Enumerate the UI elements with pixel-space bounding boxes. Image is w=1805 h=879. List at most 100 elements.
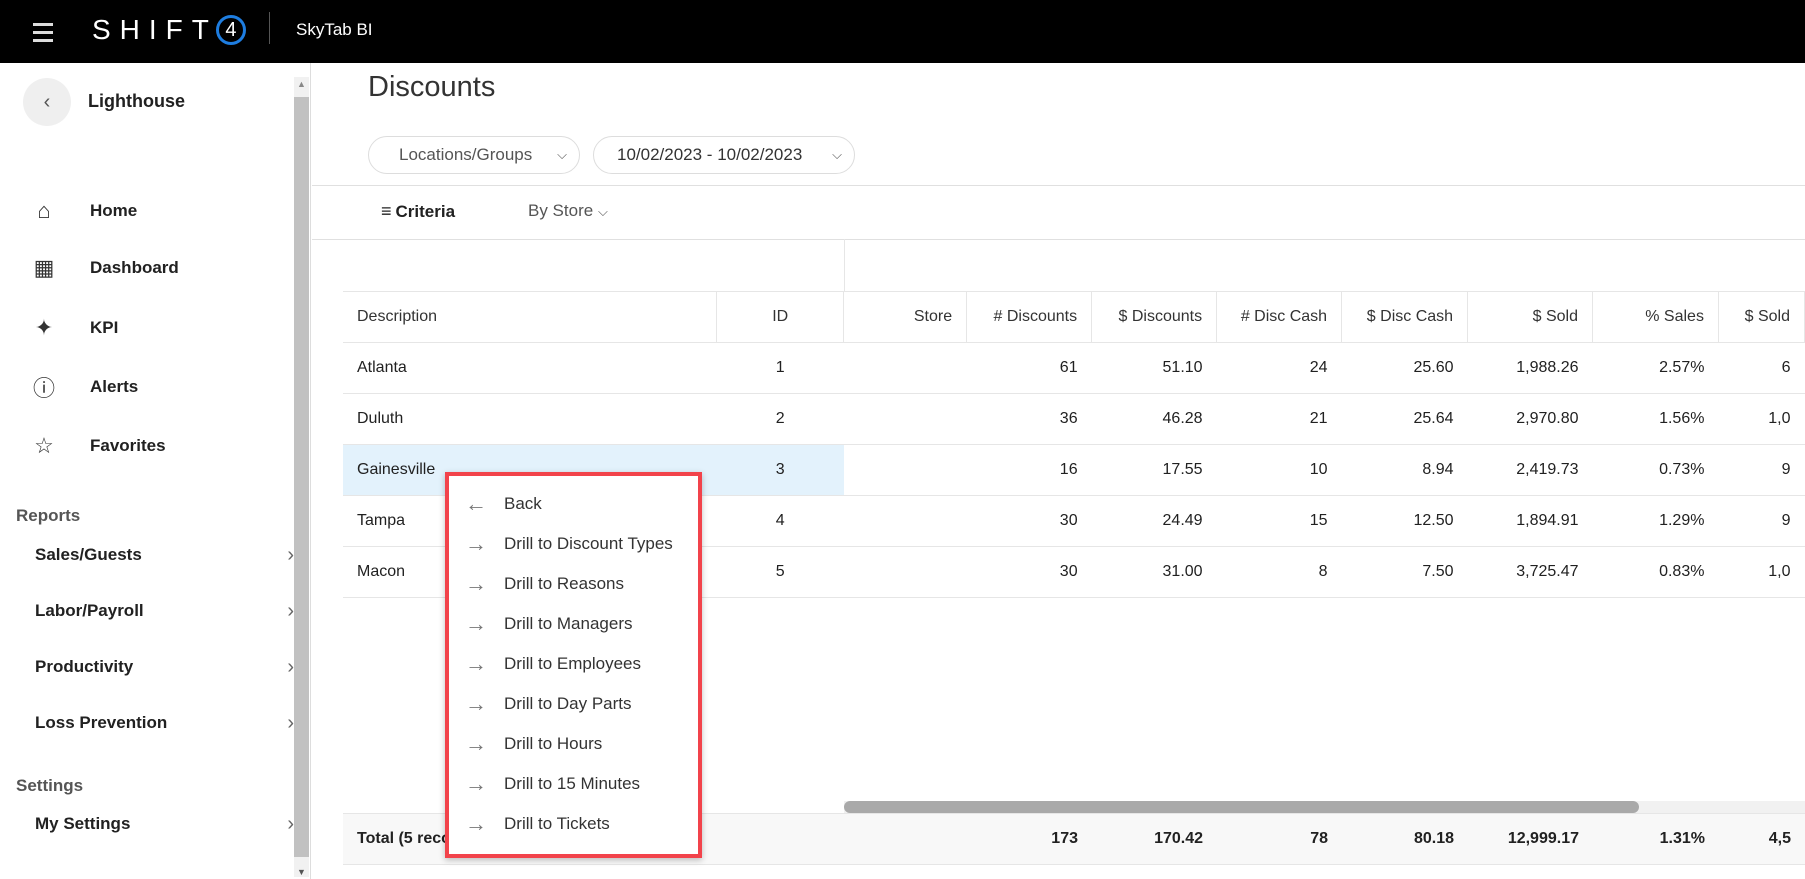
- cell-disc-cash: 21: [1216, 393, 1342, 445]
- total-sold: 12,999.17: [1468, 813, 1593, 865]
- scrollbar-thumb[interactable]: [844, 801, 1639, 813]
- cell-sold: 2,419.73: [1467, 444, 1593, 496]
- logo-text: SHIFT: [92, 14, 218, 45]
- alert-icon: ⓘ: [32, 376, 55, 401]
- sidebar-item-label: Alerts: [90, 377, 139, 396]
- total-store: [844, 813, 967, 865]
- data-grid: Description ID Store # Discounts $ Discounts…: [343, 239, 1805, 819]
- sidebar-item-dashboard[interactable]: ▦ Dashboard: [0, 248, 294, 288]
- cell-id: 5: [716, 546, 844, 598]
- cell-disc-cash: 15: [1216, 495, 1342, 547]
- sidebar-scrollbar[interactable]: ▲ ▼: [294, 77, 309, 877]
- sidebar-item-label: Sales/Guests: [35, 545, 142, 564]
- total-disc-cash: 78: [1217, 813, 1342, 865]
- cell-sold: 9: [1718, 444, 1805, 496]
- back-button[interactable]: ‹: [23, 78, 71, 126]
- column-header-sold[interactable]: $ Sold: [1718, 291, 1805, 343]
- sidebar-item-my-settings[interactable]: My Settings ›: [35, 806, 294, 842]
- scroll-down-icon[interactable]: ▼: [297, 867, 306, 877]
- hamburger-icon[interactable]: [28, 18, 58, 46]
- scrollbar-thumb[interactable]: [294, 97, 309, 857]
- menu-item-label: Drill to Reasons: [504, 574, 624, 593]
- menu-item-back[interactable]: ← Back: [449, 484, 698, 524]
- sidebar-item-home[interactable]: ⌂ Home: [0, 191, 294, 231]
- column-header-sales[interactable]: % Sales: [1592, 291, 1719, 343]
- cell-id: 1: [716, 342, 844, 394]
- cell-discounts: 46.28: [1091, 393, 1217, 445]
- sidebar-item-alerts[interactable]: ⓘ Alerts: [0, 367, 294, 407]
- table-row[interactable]: Duluth 2 36 46.28 21 25.64 2,970.80 1.56% 1,0: [343, 393, 1805, 445]
- sidebar-item-label: Home: [90, 201, 138, 220]
- cell-disc-cash: 25.60: [1341, 342, 1468, 394]
- sidebar-item-label: KPI: [90, 318, 119, 337]
- sidebar-item-productivity[interactable]: Productivity ›: [35, 649, 294, 685]
- star-icon: ☆: [34, 433, 54, 458]
- arrow-right-icon: →: [465, 571, 487, 596]
- cell-sales: 2.57%: [1592, 342, 1719, 394]
- column-header-sold[interactable]: $ Sold: [1467, 291, 1593, 343]
- menu-item-drill-to-discount-types[interactable]: → Drill to Discount Types: [449, 524, 698, 564]
- sidebar: ‹ Lighthouse ⌂ Home ▦ Dashboard ✦ KPI ⓘ Alerts ☆…: [0, 63, 311, 879]
- sidebar-item-favorites[interactable]: ☆ Favorites: [0, 426, 294, 466]
- column-header-id[interactable]: ID: [716, 291, 845, 343]
- column-header-store[interactable]: Store: [843, 291, 968, 343]
- table-header-row: Description ID Store # Discounts $ Discounts…: [343, 291, 1805, 343]
- menu-item-drill-to-employees[interactable]: → Drill to Employees: [449, 644, 698, 684]
- menu-item-label: Drill to Employees: [504, 654, 641, 673]
- sidebar-item-kpi[interactable]: ✦ KPI: [0, 308, 294, 348]
- menu-item-drill-to-15-minutes[interactable]: → Drill to 15 Minutes: [449, 764, 698, 804]
- cell-sold: 1,988.26: [1467, 342, 1593, 394]
- date-range-label: 10/02/2023 - 10/02/2023: [617, 145, 803, 164]
- cell-sales: 0.83%: [1592, 546, 1719, 598]
- menu-item-label: Back: [504, 494, 542, 513]
- cell-disc-cash: 24: [1216, 342, 1342, 394]
- menu-item-drill-to-hours[interactable]: → Drill to Hours: [449, 724, 698, 764]
- arrow-left-icon: ←: [465, 491, 487, 516]
- sidebar-item-label: Dashboard: [90, 258, 179, 277]
- total-sales: 1.31%: [1593, 813, 1719, 865]
- cell-disc-cash: 8.94: [1341, 444, 1468, 496]
- arrow-right-icon: →: [465, 811, 487, 836]
- menu-item-drill-to-reasons[interactable]: → Drill to Reasons: [449, 564, 698, 604]
- sidebar-item-label: Favorites: [90, 436, 166, 455]
- sidebar-title: Lighthouse: [88, 91, 185, 111]
- table-row[interactable]: Macon 5 30 31.00 8 7.50 3,725.47 0.83% 1,0: [343, 546, 1805, 598]
- group-by-dropdown[interactable]: By Store ⌵: [528, 201, 608, 221]
- scroll-up-icon[interactable]: ▲: [297, 79, 306, 89]
- column-header-discounts[interactable]: # Discounts: [966, 291, 1093, 343]
- cell-discounts: 24.49: [1091, 495, 1217, 547]
- reports-heading: Reports: [16, 506, 81, 525]
- sidebar-item-sales-guests[interactable]: Sales/Guests ›: [35, 537, 294, 573]
- column-header-disc-cash[interactable]: $ Disc Cash: [1341, 291, 1469, 343]
- column-header-disc-cash[interactable]: # Disc Cash: [1216, 291, 1343, 343]
- chevron-down-icon: ⌵: [597, 204, 608, 219]
- sidebar-item-labor-payroll[interactable]: Labor/Payroll ›: [35, 593, 294, 629]
- criteria-button[interactable]: ≡ Criteria: [381, 201, 455, 222]
- chevron-left-icon: ‹: [43, 90, 51, 113]
- cell-id: 2: [716, 393, 844, 445]
- cell-description: Duluth: [343, 393, 717, 445]
- menu-item-drill-to-managers[interactable]: → Drill to Managers: [449, 604, 698, 644]
- column-header-discounts[interactable]: $ Discounts: [1091, 291, 1218, 343]
- horizontal-scrollbar[interactable]: [844, 801, 1805, 813]
- table-row[interactable]: Atlanta 1 61 51.10 24 25.60 1,988.26 2.57% 6: [343, 342, 1805, 394]
- criteria-label: Criteria: [395, 201, 456, 221]
- locations-filter[interactable]: Locations/Groups ⌵: [368, 136, 580, 174]
- main-content: Discounts Locations/Groups ⌵ 10/02/2023 -…: [312, 63, 1805, 879]
- total-sold: 4,5: [1719, 813, 1805, 865]
- menu-item-drill-to-day-parts[interactable]: → Drill to Day Parts: [449, 684, 698, 724]
- total-disc-cash: 80.18: [1342, 813, 1468, 865]
- sidebar-item-loss-prevention[interactable]: Loss Prevention ›: [35, 705, 294, 741]
- locations-label: Locations/Groups: [399, 145, 533, 164]
- menu-item-drill-to-tickets[interactable]: → Drill to Tickets: [449, 804, 698, 844]
- grid-icon: ▦: [33, 255, 55, 280]
- cell-discounts: 30: [966, 546, 1092, 598]
- date-range-filter[interactable]: 10/02/2023 - 10/02/2023 ⌵: [593, 136, 855, 174]
- cell-store: [843, 546, 967, 598]
- arrow-right-icon: →: [465, 531, 487, 556]
- cell-discounts: 31.00: [1091, 546, 1217, 598]
- cell-sales: 1.56%: [1592, 393, 1719, 445]
- column-header-description[interactable]: Description: [343, 291, 718, 343]
- table-row[interactable]: Tampa 4 30 24.49 15 12.50 1,894.91 1.29% 9: [343, 495, 1805, 547]
- arrow-right-icon: →: [465, 771, 487, 796]
